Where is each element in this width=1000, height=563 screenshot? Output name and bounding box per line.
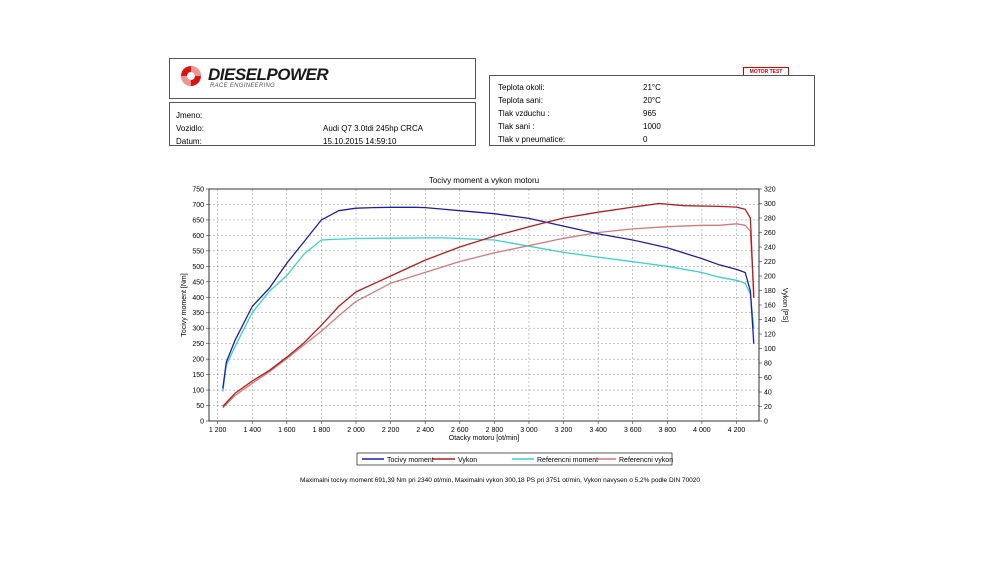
y2-tick-label: 260: [764, 230, 776, 237]
x-tick-label: 3 600: [624, 427, 642, 434]
x-tick-label: 4 000: [693, 427, 711, 434]
condition-value: 965: [643, 109, 657, 118]
series-ref-power-line: [222, 223, 755, 409]
x-tick-label: 1 800: [313, 427, 331, 434]
y-tick-label: 100: [192, 388, 204, 395]
y2-tick-label: 40: [764, 390, 772, 397]
condition-value: 21°C: [643, 83, 661, 92]
datum-value: 15.10.2015 14:59:10: [323, 137, 397, 146]
y2-tick-label: 140: [764, 317, 776, 324]
y2-tick-label: 20: [764, 404, 772, 411]
y-tick-label: 500: [192, 264, 204, 271]
conditions-box: Teplota okoli: 21°C Teplota sani: 20°C T…: [489, 75, 815, 146]
y-tick-label: 450: [192, 279, 204, 286]
vehicle-info-box: Jmeno: Vozidlo: Audi Q7 3.0tdi 245hp CRC…: [169, 102, 476, 146]
y2-tick-label: 320: [764, 187, 776, 194]
y2-axis-label: Vykon [PS]: [781, 288, 788, 322]
y2-tick-label: 280: [764, 216, 776, 223]
dieselpower-logo: DIESELPOWER RACE ENGINEERING: [180, 65, 329, 92]
legend-label-ref-torque: Referencni moment: [537, 457, 598, 464]
chart-title: Tocivy moment a vykon motoru: [429, 176, 539, 185]
chart-grid: [209, 189, 759, 421]
legend-label-ref-power: Referencni vykon: [619, 457, 673, 464]
y2-tick-label: 180: [764, 288, 776, 295]
legend-label-torque: Tocivy moment: [387, 457, 434, 464]
x-tick-label: 3 800: [659, 427, 677, 434]
vozidlo-value: Audi Q7 3.0tdi 245hp CRCA: [323, 124, 424, 133]
y-tick-label: 300: [192, 326, 204, 333]
y2-tick-label: 220: [764, 259, 776, 266]
y2-tick-label: 240: [764, 245, 776, 252]
jmeno-label: Jmeno:: [176, 111, 203, 120]
x-tick-label: 3 200: [555, 427, 573, 434]
dyno-chart: Tocivy moment a vykon motoru 0 50 100 150 20…: [181, 176, 788, 466]
x-tick-label: 2 600: [451, 427, 469, 434]
x-tick-label: 1 400: [243, 427, 261, 434]
y-tick-label: 0: [200, 419, 204, 426]
x-tick-label: 3 000: [520, 427, 538, 434]
condition-label: Tlak v pneumatice:: [498, 135, 566, 144]
x-tick-label: 2 400: [416, 427, 434, 434]
y-tick-label: 50: [196, 403, 204, 410]
x-tick-label: 2 200: [382, 427, 400, 434]
y2-tick-label: 80: [764, 361, 772, 368]
logo-box: DIESELPOWER RACE ENGINEERING: [169, 58, 476, 99]
turbo-logo-icon: [181, 66, 201, 86]
x-tick-label: 3 400: [589, 427, 607, 434]
x-tick-label: 2 000: [347, 427, 365, 434]
y-tick-label: 200: [192, 357, 204, 364]
series-power-line: [222, 202, 755, 407]
condition-value: 0: [643, 135, 648, 144]
x-tick-label: 1 600: [278, 427, 296, 434]
series-ref-torque-line: [222, 237, 755, 392]
vozidlo-label: Vozidlo:: [176, 124, 205, 133]
y-tick-label: 600: [192, 233, 204, 240]
y-tick-label: 250: [192, 341, 204, 348]
x-tick-label: 2 800: [486, 427, 504, 434]
series-torque-line: [222, 206, 755, 389]
plot-frame: [208, 188, 760, 422]
y-tick-label: 350: [192, 310, 204, 317]
y-axis-label: Tocivy moment [Nm]: [181, 273, 188, 336]
x-tick-label: 4 200: [728, 427, 746, 434]
datum-label: Datum:: [176, 137, 202, 146]
y-tick-label: 400: [192, 295, 204, 302]
y2-tick-label: 120: [764, 332, 776, 339]
brand-subtitle: RACE ENGINEERING: [210, 83, 276, 89]
condition-label: Tlak sani :: [498, 122, 535, 131]
condition-label: Teplota sani:: [498, 96, 543, 105]
condition-label: Tlak vzduchu :: [498, 109, 550, 118]
y-tick-label: 650: [192, 217, 204, 224]
brand-name: DIESELPOWER: [208, 65, 329, 84]
condition-value: 1000: [643, 122, 661, 131]
y2-tick-label: 200: [764, 274, 776, 281]
y-tick-label: 550: [192, 248, 204, 255]
y-tick-label: 700: [192, 202, 204, 209]
y-tick-label: 750: [192, 187, 204, 194]
x-axis-label: Otacky motoru [ot/min]: [449, 435, 519, 442]
y2-tick-label: 60: [764, 375, 772, 382]
y2-tick-label: 0: [764, 419, 768, 426]
chart-footer-summary: Maximalni tocivy moment 691,39 Nm pri 23…: [299, 477, 701, 484]
condition-value: 20°C: [643, 96, 661, 105]
condition-label: Teplota okoli:: [498, 83, 545, 92]
y-tick-label: 150: [192, 372, 204, 379]
y2-tick-label: 160: [764, 303, 776, 310]
chart-legend: Tocivy moment Vykon Referencni moment Re…: [356, 452, 673, 466]
y2-tick-label: 100: [764, 346, 776, 353]
x-tick-label: 1 200: [209, 427, 227, 434]
y2-tick-label: 300: [764, 201, 776, 208]
legend-label-power: Vykon: [458, 457, 477, 464]
